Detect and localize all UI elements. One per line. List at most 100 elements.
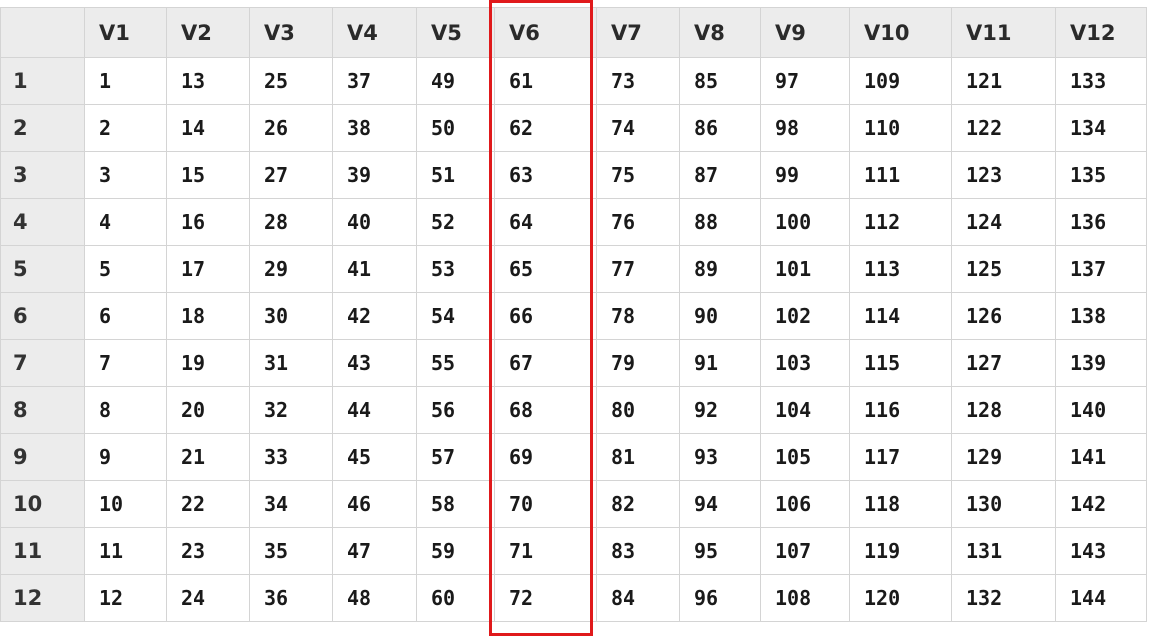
- table-cell[interactable]: 75: [596, 151, 680, 199]
- table-cell[interactable]: 84: [596, 574, 680, 622]
- table-cell[interactable]: 20: [166, 386, 250, 434]
- table-cell[interactable]: 121: [951, 57, 1056, 105]
- table-cell[interactable]: 117: [849, 433, 952, 481]
- table-cell[interactable]: 136: [1055, 198, 1147, 246]
- table-cell[interactable]: 53: [416, 245, 495, 293]
- row-header[interactable]: 11: [0, 527, 85, 575]
- table-cell[interactable]: 118: [849, 480, 952, 528]
- table-cell[interactable]: 82: [596, 480, 680, 528]
- table-cell[interactable]: 73: [596, 57, 680, 105]
- table-cell[interactable]: 38: [332, 104, 417, 152]
- table-cell[interactable]: 119: [849, 527, 952, 575]
- table-cell[interactable]: 107: [760, 527, 850, 575]
- table-cell[interactable]: 65: [494, 245, 597, 293]
- table-cell[interactable]: 13: [166, 57, 250, 105]
- table-cell[interactable]: 127: [951, 339, 1056, 387]
- row-header[interactable]: 2: [0, 104, 85, 152]
- table-cell[interactable]: 43: [332, 339, 417, 387]
- table-cell[interactable]: 48: [332, 574, 417, 622]
- table-cell[interactable]: 72: [494, 574, 597, 622]
- table-cell[interactable]: 142: [1055, 480, 1147, 528]
- table-cell[interactable]: 95: [679, 527, 761, 575]
- table-cell[interactable]: 90: [679, 292, 761, 340]
- table-cell[interactable]: 124: [951, 198, 1056, 246]
- row-header[interactable]: 7: [0, 339, 85, 387]
- table-cell[interactable]: 112: [849, 198, 952, 246]
- table-cell[interactable]: 130: [951, 480, 1056, 528]
- table-cell[interactable]: 103: [760, 339, 850, 387]
- table-cell[interactable]: 74: [596, 104, 680, 152]
- column-header-v11[interactable]: V11: [951, 7, 1056, 58]
- table-cell[interactable]: 109: [849, 57, 952, 105]
- table-cell[interactable]: 55: [416, 339, 495, 387]
- table-cell[interactable]: 26: [249, 104, 333, 152]
- column-header-v1[interactable]: V1: [84, 7, 167, 58]
- table-cell[interactable]: 141: [1055, 433, 1147, 481]
- corner-cell[interactable]: [0, 7, 85, 58]
- table-cell[interactable]: 64: [494, 198, 597, 246]
- column-header-v8[interactable]: V8: [679, 7, 761, 58]
- table-cell[interactable]: 79: [596, 339, 680, 387]
- table-cell[interactable]: 126: [951, 292, 1056, 340]
- row-header[interactable]: 3: [0, 151, 85, 199]
- table-cell[interactable]: 138: [1055, 292, 1147, 340]
- column-header-v5[interactable]: V5: [416, 7, 495, 58]
- table-cell[interactable]: 9: [84, 433, 167, 481]
- table-cell[interactable]: 21: [166, 433, 250, 481]
- table-cell[interactable]: 58: [416, 480, 495, 528]
- table-cell[interactable]: 61: [494, 57, 597, 105]
- table-cell[interactable]: 18: [166, 292, 250, 340]
- row-header[interactable]: 10: [0, 480, 85, 528]
- column-header-v10[interactable]: V10: [849, 7, 952, 58]
- table-cell[interactable]: 98: [760, 104, 850, 152]
- table-cell[interactable]: 45: [332, 433, 417, 481]
- table-cell[interactable]: 14: [166, 104, 250, 152]
- table-cell[interactable]: 122: [951, 104, 1056, 152]
- table-cell[interactable]: 94: [679, 480, 761, 528]
- table-cell[interactable]: 116: [849, 386, 952, 434]
- table-cell[interactable]: 37: [332, 57, 417, 105]
- table-cell[interactable]: 143: [1055, 527, 1147, 575]
- table-cell[interactable]: 4: [84, 198, 167, 246]
- table-cell[interactable]: 104: [760, 386, 850, 434]
- column-header-v12[interactable]: V12: [1055, 7, 1147, 58]
- table-cell[interactable]: 131: [951, 527, 1056, 575]
- table-cell[interactable]: 50: [416, 104, 495, 152]
- table-cell[interactable]: 144: [1055, 574, 1147, 622]
- table-cell[interactable]: 22: [166, 480, 250, 528]
- table-cell[interactable]: 47: [332, 527, 417, 575]
- table-cell[interactable]: 70: [494, 480, 597, 528]
- row-header[interactable]: 1: [0, 57, 85, 105]
- table-cell[interactable]: 12: [84, 574, 167, 622]
- column-header-v6[interactable]: V6: [494, 7, 597, 58]
- column-header-v9[interactable]: V9: [760, 7, 850, 58]
- table-cell[interactable]: 63: [494, 151, 597, 199]
- row-header[interactable]: 4: [0, 198, 85, 246]
- table-cell[interactable]: 19: [166, 339, 250, 387]
- table-cell[interactable]: 102: [760, 292, 850, 340]
- table-cell[interactable]: 114: [849, 292, 952, 340]
- table-cell[interactable]: 88: [679, 198, 761, 246]
- table-cell[interactable]: 16: [166, 198, 250, 246]
- table-cell[interactable]: 132: [951, 574, 1056, 622]
- table-cell[interactable]: 133: [1055, 57, 1147, 105]
- table-cell[interactable]: 59: [416, 527, 495, 575]
- table-cell[interactable]: 1: [84, 57, 167, 105]
- table-cell[interactable]: 108: [760, 574, 850, 622]
- table-cell[interactable]: 39: [332, 151, 417, 199]
- table-cell[interactable]: 49: [416, 57, 495, 105]
- table-cell[interactable]: 40: [332, 198, 417, 246]
- table-cell[interactable]: 33: [249, 433, 333, 481]
- table-cell[interactable]: 128: [951, 386, 1056, 434]
- table-cell[interactable]: 85: [679, 57, 761, 105]
- table-cell[interactable]: 71: [494, 527, 597, 575]
- table-cell[interactable]: 111: [849, 151, 952, 199]
- table-cell[interactable]: 56: [416, 386, 495, 434]
- table-cell[interactable]: 28: [249, 198, 333, 246]
- table-cell[interactable]: 17: [166, 245, 250, 293]
- table-cell[interactable]: 97: [760, 57, 850, 105]
- column-header-v2[interactable]: V2: [166, 7, 250, 58]
- table-cell[interactable]: 83: [596, 527, 680, 575]
- table-cell[interactable]: 99: [760, 151, 850, 199]
- table-cell[interactable]: 87: [679, 151, 761, 199]
